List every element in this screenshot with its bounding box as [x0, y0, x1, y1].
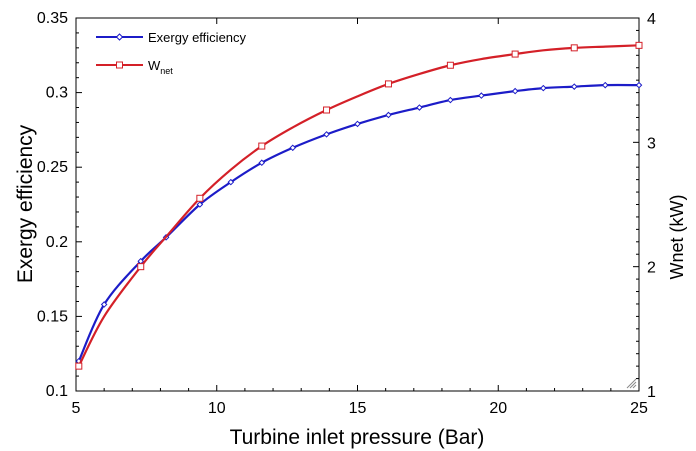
left-y-tick-label: 0.3: [46, 85, 68, 102]
exergy-point: [323, 131, 330, 138]
legend-exergy-marker: [115, 33, 124, 41]
wnet-point: [635, 41, 643, 49]
exergy-point: [385, 111, 392, 119]
series-layer: [75, 41, 643, 370]
left-y-tick-label: 0.15: [37, 308, 68, 325]
right-y-tick-label: 2: [647, 260, 656, 277]
x-axis-title: Turbine inlet pressure (Bar): [230, 426, 485, 449]
exergy-point: [635, 81, 643, 89]
legend-wnet-label-main: W: [148, 58, 161, 73]
exergy-point: [511, 87, 519, 95]
exergy-point: [100, 301, 108, 308]
right-y-axis-ticks: 1 2 3 4: [633, 11, 656, 401]
exergy-point: [447, 96, 454, 104]
exergy-point: [539, 84, 547, 92]
left-y-tick-label: 0.2: [46, 234, 68, 251]
left-y-tick-label: 0.35: [37, 10, 68, 27]
exergy-point: [478, 92, 485, 99]
wnet-point: [446, 61, 454, 69]
x-tick-label: 20: [489, 400, 507, 417]
legend-exergy-label: Exergy efficiency: [148, 30, 247, 45]
exergy-series-line: [77, 83, 640, 362]
wnet-point: [258, 142, 266, 150]
exergy-point: [289, 144, 297, 152]
exergy-point: [354, 120, 361, 128]
exergy-point: [227, 178, 235, 186]
legend-wnet-marker: [116, 61, 123, 69]
legend: Exergy efficiency Wnet: [96, 30, 247, 76]
exergy-point: [416, 104, 423, 111]
wnet-point: [323, 106, 331, 114]
legend-wnet-label-sub: net: [160, 66, 173, 76]
left-y-tick-label: 0.1: [46, 383, 68, 400]
resize-grip-icon: [626, 378, 637, 389]
wnet-point: [137, 263, 145, 271]
wnet-point: [75, 362, 83, 370]
right-y-axis-title: Wnet (kW): [667, 195, 687, 280]
wnet-point: [511, 50, 519, 58]
x-tick-label: 15: [349, 400, 367, 417]
exergy-point: [570, 83, 578, 90]
x-tick-label: 10: [208, 400, 226, 417]
left-y-axis-ticks: 0.1 0.15 0.2 0.25 0.3 0.35: [37, 10, 82, 400]
left-y-tick-label: 0.25: [37, 159, 68, 176]
right-y-tick-label: 1: [647, 384, 656, 401]
wnet-series-line: [77, 44, 640, 367]
x-tick-label: 25: [630, 400, 648, 417]
exergy-point: [196, 201, 204, 208]
x-tick-label: 5: [72, 400, 81, 417]
right-y-tick-label: 4: [647, 11, 656, 28]
wnet-point: [570, 44, 578, 52]
x-axis-ticks: 5 10 15 20 25: [72, 18, 648, 417]
exergy-point: [258, 159, 266, 167]
right-y-tick-label: 3: [647, 135, 656, 152]
wnet-point: [384, 80, 392, 88]
wnet-point: [196, 194, 204, 202]
left-y-axis-title: Exergy efficiency: [14, 124, 37, 283]
legend-wnet-label: Wnet: [148, 58, 173, 76]
exergy-point: [601, 81, 609, 89]
